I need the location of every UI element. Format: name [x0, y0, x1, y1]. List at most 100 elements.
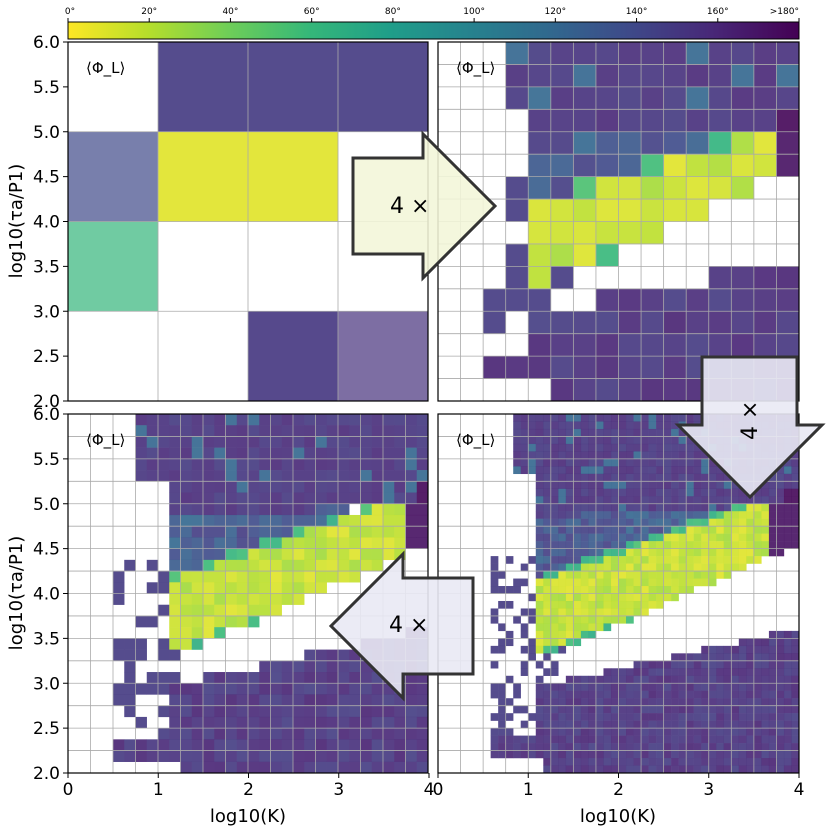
heatmap-cell: [603, 608, 612, 617]
heatmap-cell: [648, 713, 657, 721]
heatmap-cell: [483, 311, 506, 334]
heatmap-cell: [648, 593, 657, 602]
y-tick-label: 5.5: [33, 78, 60, 98]
heatmap-cell: [723, 713, 732, 721]
heatmap-cell: [731, 311, 755, 334]
heatmap-cell: [783, 503, 792, 512]
heatmap-cell: [783, 720, 792, 729]
heatmap-cell: [281, 559, 294, 572]
heatmap-cell: [791, 481, 800, 489]
heatmap-cell: [648, 518, 657, 527]
heatmap-cell: [490, 556, 499, 564]
heatmap-cell: [603, 548, 612, 557]
heatmap-cell: [603, 443, 612, 452]
heatmap-cell: [618, 600, 627, 609]
heatmap-cell: [656, 578, 664, 587]
heatmap-cell: [338, 683, 350, 695]
heatmap-cell: [315, 447, 327, 460]
heatmap-cell: [768, 728, 777, 736]
heatmap-cell: [686, 436, 694, 445]
heatmap-cell: [776, 758, 785, 766]
heatmap-cell: [678, 653, 687, 662]
heatmap-cell: [686, 683, 694, 691]
heatmap-cell: [648, 443, 657, 452]
heatmap-cell: [405, 705, 417, 718]
heatmap-cell: [203, 492, 215, 504]
heatmap-cell: [543, 481, 552, 489]
heatmap-cell: [663, 176, 687, 200]
heatmap-cell: [259, 582, 271, 594]
heatmap-cell: [686, 451, 694, 460]
heatmap-cell: [520, 623, 529, 632]
heatmap-cell: [191, 716, 204, 729]
heatmap-cell: [693, 451, 702, 460]
heatmap-cell: [236, 716, 249, 729]
heatmap-cell: [641, 548, 649, 557]
heatmap-cell: [595, 199, 619, 222]
heatmap-cell: [595, 443, 604, 452]
heatmap-cell: [513, 428, 521, 437]
heatmap-cell: [580, 728, 589, 736]
heatmap-cell: [405, 503, 417, 516]
heatmap-cell: [610, 765, 619, 774]
heatmap-cell: [304, 716, 316, 729]
heatmap-cell: [716, 698, 724, 706]
heatmap-cell: [360, 559, 372, 572]
heatmap-cell: [371, 492, 384, 504]
heatmap-cell: [693, 488, 702, 497]
heatmap-cell: [753, 645, 762, 654]
heatmap-cell: [293, 503, 305, 516]
heatmap-cell: [641, 556, 649, 564]
heatmap-cell: [573, 586, 582, 594]
heatmap-cell: [663, 563, 672, 572]
heatmap-cell: [543, 556, 552, 564]
heatmap-cell: [315, 526, 327, 538]
heatmap-cell: [528, 645, 536, 654]
heatmap-cell: [753, 743, 762, 751]
heatmap-cell: [731, 743, 740, 751]
heatmap-cell: [603, 705, 612, 714]
heatmap-cell: [723, 668, 732, 676]
heatmap-cell: [543, 526, 552, 534]
heatmap-cell: [731, 496, 740, 504]
heatmap-cell: [716, 488, 724, 497]
heatmap-cell: [648, 541, 657, 549]
heatmap-cell: [731, 42, 755, 65]
heatmap-cell: [528, 414, 536, 422]
heatmap-cell: [293, 683, 305, 695]
heatmap-cell: [731, 64, 755, 88]
heatmap-cell: [588, 630, 597, 639]
heatmap-cell: [671, 593, 679, 602]
heatmap-cell: [603, 458, 612, 467]
heatmap-cell: [671, 578, 679, 587]
heatmap-cell: [738, 541, 747, 549]
heatmap-cell: [490, 690, 499, 699]
heatmap-cell: [678, 705, 687, 714]
heatmap-cell: [580, 743, 589, 751]
heatmap-cell: [731, 645, 740, 654]
heatmap-cell: [731, 713, 740, 721]
heatmap-cell: [360, 660, 372, 673]
heatmap-cell: [498, 750, 506, 759]
heatmap-cell: [708, 466, 717, 475]
heatmap-cell: [588, 698, 597, 706]
heatmap-cell: [135, 649, 147, 662]
heatmap-cell: [738, 698, 747, 706]
heatmap-cell: [565, 608, 574, 617]
heatmap-cell: [738, 690, 747, 699]
heatmap-cell: [618, 735, 627, 744]
heatmap-cell: [543, 593, 552, 602]
heatmap-cell: [535, 414, 544, 422]
heatmap-cell: [603, 414, 612, 422]
heatmap-cell: [528, 42, 552, 65]
heatmap-cell: [535, 645, 544, 654]
heatmap-cell: [610, 713, 619, 721]
heatmap-cell: [588, 683, 597, 691]
heatmap-cell: [535, 623, 544, 632]
heatmap-cell: [656, 414, 664, 422]
heatmap-cell: [738, 548, 747, 557]
heatmap-cell: [588, 728, 597, 736]
heatmap-cell: [610, 563, 619, 572]
heatmap-cell: [791, 735, 800, 744]
heatmap-cell: [686, 728, 694, 736]
